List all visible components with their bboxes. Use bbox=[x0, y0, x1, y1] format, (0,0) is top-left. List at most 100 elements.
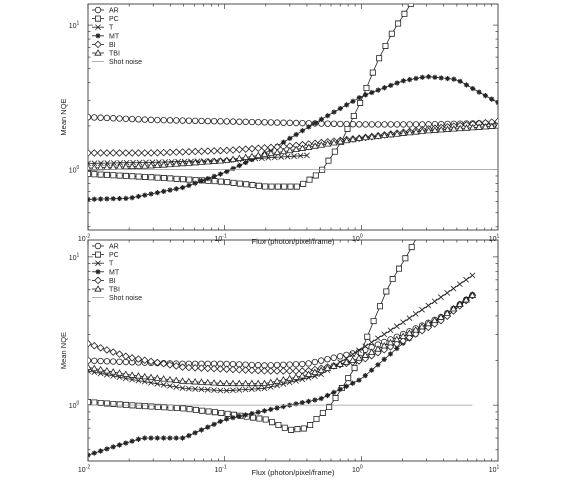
x-tick-label-exponent: -1 bbox=[222, 234, 227, 240]
x-tick-label: 100 bbox=[352, 234, 363, 244]
data-point bbox=[141, 378, 148, 385]
data-point bbox=[116, 442, 123, 448]
data-point bbox=[230, 179, 237, 186]
x-tick-label: 10-1 bbox=[215, 234, 227, 244]
data-point bbox=[482, 93, 488, 99]
data-point bbox=[211, 178, 218, 185]
data-point bbox=[88, 363, 92, 370]
legend-label: AR bbox=[109, 8, 119, 15]
data-point bbox=[90, 164, 99, 171]
data-point bbox=[279, 367, 288, 375]
data-point bbox=[375, 362, 381, 368]
data-point bbox=[450, 285, 457, 292]
data-point bbox=[154, 190, 160, 196]
data-point bbox=[469, 272, 476, 279]
data-point bbox=[88, 160, 91, 167]
data-point bbox=[235, 366, 244, 374]
data-point bbox=[161, 435, 167, 441]
data-point bbox=[260, 150, 269, 158]
data-point bbox=[224, 416, 230, 422]
data-point bbox=[262, 416, 269, 423]
data-point bbox=[88, 399, 91, 406]
legend-swatch-marker bbox=[94, 49, 102, 56]
data-point bbox=[481, 122, 490, 130]
data-point bbox=[166, 375, 174, 383]
data-point bbox=[134, 162, 143, 169]
y-tick-label-exponent: 1 bbox=[77, 21, 80, 27]
data-point bbox=[337, 105, 343, 112]
data-point bbox=[292, 361, 300, 368]
data-point bbox=[408, 244, 415, 251]
data-point bbox=[260, 367, 269, 375]
data-point bbox=[96, 149, 105, 157]
data-point bbox=[462, 124, 471, 131]
data-point bbox=[91, 171, 98, 178]
data-point bbox=[381, 356, 387, 362]
data-point bbox=[367, 348, 376, 355]
data-point bbox=[432, 74, 438, 80]
data-point bbox=[216, 157, 225, 164]
data-point bbox=[135, 377, 142, 384]
data-point bbox=[361, 351, 369, 358]
data-point bbox=[103, 346, 111, 354]
data-point bbox=[223, 118, 230, 125]
data-point bbox=[91, 357, 98, 364]
data-point bbox=[122, 162, 130, 170]
data-point bbox=[495, 100, 498, 106]
data-point bbox=[161, 404, 168, 411]
data-point bbox=[223, 146, 231, 155]
plot-frame bbox=[87, 3, 499, 231]
data-point bbox=[267, 378, 275, 386]
legend-item: BI bbox=[92, 40, 116, 49]
series-tbi bbox=[88, 122, 498, 171]
data-point bbox=[260, 144, 269, 152]
data-point bbox=[279, 376, 288, 383]
data-point bbox=[395, 20, 402, 27]
x-axis-label: Flux (photon/pixel/frame) bbox=[252, 468, 335, 477]
data-point bbox=[350, 112, 357, 119]
data-point bbox=[224, 179, 231, 186]
x-tick-label-exponent: -1 bbox=[222, 465, 227, 471]
data-point bbox=[91, 450, 97, 456]
data-point bbox=[186, 406, 193, 413]
data-point bbox=[415, 233, 420, 238]
data-point bbox=[305, 143, 313, 150]
data-point bbox=[203, 364, 212, 373]
data-point bbox=[364, 333, 371, 340]
data-point bbox=[205, 408, 212, 415]
data-point bbox=[400, 78, 406, 84]
data-point bbox=[306, 176, 313, 183]
legend-item: MT bbox=[92, 269, 120, 276]
data-point bbox=[197, 147, 206, 156]
data-point bbox=[180, 405, 187, 412]
data-point bbox=[179, 385, 186, 391]
data-point bbox=[393, 323, 400, 330]
data-point bbox=[399, 332, 407, 339]
data-point bbox=[88, 339, 92, 348]
data-point bbox=[242, 386, 249, 393]
data-point bbox=[450, 125, 458, 132]
data-point bbox=[255, 409, 261, 415]
data-point bbox=[159, 148, 168, 157]
data-point bbox=[241, 366, 250, 374]
data-point bbox=[249, 182, 256, 189]
legend-label: BI bbox=[109, 278, 116, 285]
legend-label: MT bbox=[109, 33, 120, 40]
data-point bbox=[284, 153, 291, 160]
data-point bbox=[362, 343, 369, 350]
x-tick-label-base: 10 bbox=[215, 236, 223, 243]
data-point bbox=[248, 379, 256, 387]
data-point bbox=[437, 313, 445, 320]
data-point bbox=[273, 361, 281, 369]
legend-label: AR bbox=[109, 244, 119, 251]
data-point bbox=[487, 122, 496, 129]
legend-item: TBI bbox=[92, 285, 120, 294]
data-point bbox=[223, 156, 231, 163]
data-point bbox=[312, 397, 318, 403]
legend-item: AR bbox=[92, 6, 119, 15]
y-tick-label: 100 bbox=[69, 165, 80, 175]
data-point bbox=[281, 424, 288, 431]
data-point bbox=[236, 387, 243, 393]
data-point bbox=[287, 135, 293, 141]
data-point bbox=[90, 364, 98, 372]
